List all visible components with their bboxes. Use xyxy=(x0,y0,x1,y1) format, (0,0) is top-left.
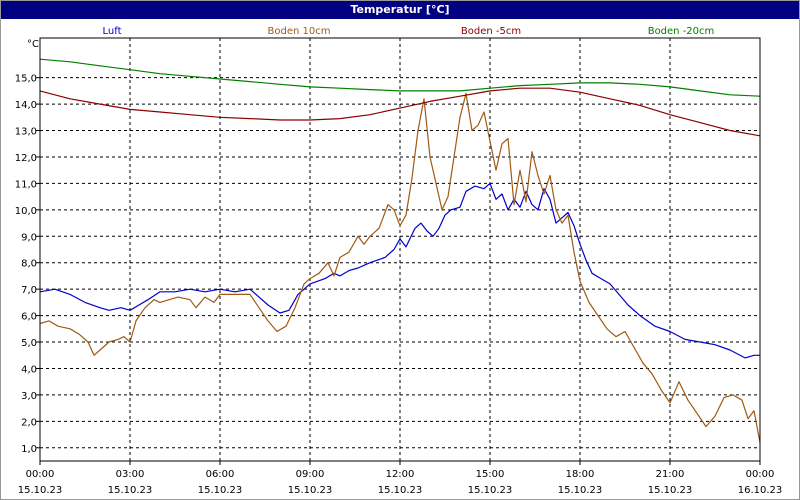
x-tick-time-label: 18:00 xyxy=(566,469,595,480)
y-tick-label: 7,0 xyxy=(21,285,37,296)
y-tick-label: 9,0 xyxy=(21,232,37,243)
y-tick-label: 5,0 xyxy=(21,338,37,349)
y-tick-label: 10,0 xyxy=(15,206,37,217)
series-lines xyxy=(39,58,761,443)
y-tick-label: 4,0 xyxy=(21,364,37,375)
x-tick-date-label: 15.10.23 xyxy=(648,485,693,496)
legend-item: Boden 10cm xyxy=(268,26,331,37)
y-tick-label: 13,0 xyxy=(15,127,37,138)
x-tick-time-label: 00:00 xyxy=(746,469,775,480)
series-line-luft xyxy=(39,182,760,359)
y-tick-label: 15,0 xyxy=(15,74,37,85)
y-tick-label: 2,0 xyxy=(21,417,37,428)
y-tick-label: 14,0 xyxy=(15,100,37,111)
x-tick-time-label: 21:00 xyxy=(656,469,685,480)
legend-item: Luft xyxy=(103,26,122,37)
y-tick-label: 11,0 xyxy=(15,179,37,190)
x-tick-date-label: 16.10.23 xyxy=(738,485,783,496)
axes: 1,0 2,0 3,0 4,0 5,0 6,0 7,0 8,0 9,0 10,0 11,0 12,0 1… xyxy=(15,74,783,496)
y-tick-label: 6,0 xyxy=(21,312,37,323)
x-tick-time-label: 06:00 xyxy=(206,469,235,480)
x-tick-time-label: 00:00 xyxy=(26,469,55,480)
chart-title: Temperatur [°C] xyxy=(1,1,799,19)
x-tick-date-label: 15.10.23 xyxy=(18,485,63,496)
y-tick-label: 12,0 xyxy=(15,153,37,164)
x-tick-date-label: 15.10.23 xyxy=(558,485,603,496)
series-line-boden-5cm xyxy=(39,87,761,137)
y-axis-unit-label: °C xyxy=(27,39,39,50)
y-tick-label: 3,0 xyxy=(21,391,37,402)
legend-item: Boden -20cm xyxy=(648,26,715,37)
legend-item: Boden -5cm xyxy=(461,26,521,37)
x-tick-date-label: 15.10.23 xyxy=(378,485,423,496)
x-tick-time-label: 03:00 xyxy=(116,469,145,480)
y-tick-label: 8,0 xyxy=(21,259,37,270)
x-tick-date-label: 15.10.23 xyxy=(198,485,243,496)
x-tick-time-label: 09:00 xyxy=(296,469,325,480)
x-tick-date-label: 15.10.23 xyxy=(468,485,513,496)
x-tick-date-label: 15.10.23 xyxy=(288,485,333,496)
series-line-boden-20cm xyxy=(39,58,761,97)
legend: Luft Boden 10cm Boden -5cm Boden -20cm xyxy=(103,26,715,37)
y-tick-label: 1,0 xyxy=(21,444,37,455)
x-tick-time-label: 15:00 xyxy=(476,469,505,480)
grid xyxy=(40,38,760,461)
x-tick-date-label: 15.10.23 xyxy=(108,485,153,496)
x-tick-time-label: 12:00 xyxy=(386,469,415,480)
series-line-boden-10cm xyxy=(39,92,761,443)
